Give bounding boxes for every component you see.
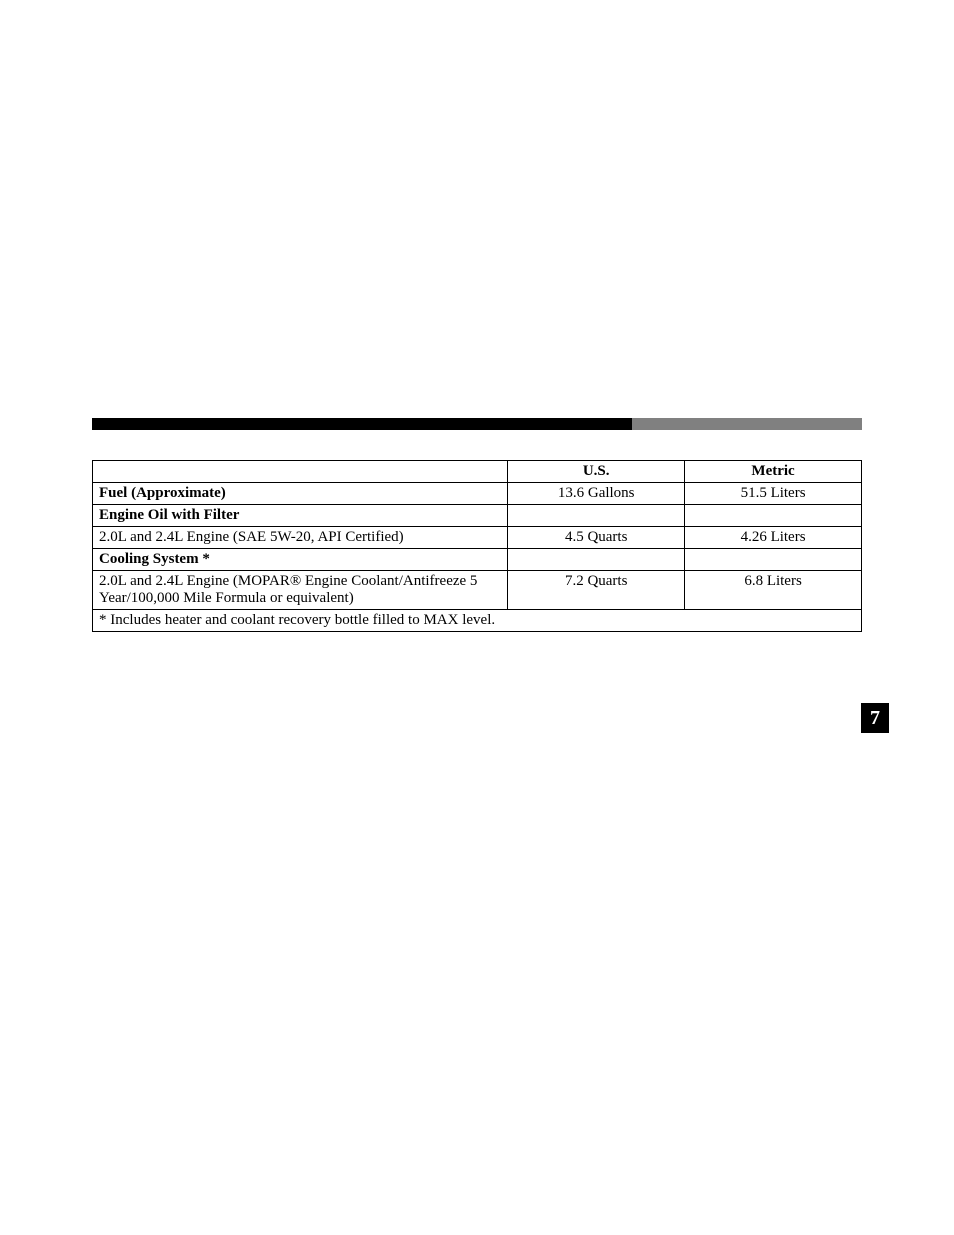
table-cell-item: 2.0L and 2.4L Engine (SAE 5W-20, API Cer…: [93, 527, 508, 549]
table-cell-item: Engine Oil with Filter: [93, 505, 508, 527]
table-cell-us: [508, 549, 685, 571]
header-rule-black: [92, 418, 632, 430]
table-header-item: [93, 461, 508, 483]
table-cell-item: Fuel (Approximate): [93, 483, 508, 505]
table-row: Cooling System *: [93, 549, 862, 571]
table-cell-metric: 4.26 Liters: [685, 527, 862, 549]
table-cell-us: 7.2 Quarts: [508, 571, 685, 610]
table-cell-item: 2.0L and 2.4L Engine (MOPAR® Engine Cool…: [93, 571, 508, 610]
header-rule-gray: [632, 418, 862, 430]
page: U.S. Metric Fuel (Approximate) 13.6 Gall…: [0, 0, 954, 1235]
table-cell-metric: 6.8 Liters: [685, 571, 862, 610]
table-cell-us: 13.6 Gallons: [508, 483, 685, 505]
table-header-row: U.S. Metric: [93, 461, 862, 483]
table-cell-metric: [685, 505, 862, 527]
table-row: 2.0L and 2.4L Engine (MOPAR® Engine Cool…: [93, 571, 862, 610]
fluid-capacities-table: U.S. Metric Fuel (Approximate) 13.6 Gall…: [92, 460, 862, 632]
table-header-us: U.S.: [508, 461, 685, 483]
table-cell-metric: [685, 549, 862, 571]
table-footnote-row: * Includes heater and coolant recovery b…: [93, 610, 862, 632]
table-row: Engine Oil with Filter: [93, 505, 862, 527]
table-cell-us: 4.5 Quarts: [508, 527, 685, 549]
table-cell-us: [508, 505, 685, 527]
section-tab: 7: [861, 703, 889, 733]
table-row: Fuel (Approximate) 13.6 Gallons 51.5 Lit…: [93, 483, 862, 505]
table-row: 2.0L and 2.4L Engine (SAE 5W-20, API Cer…: [93, 527, 862, 549]
table-footnote: * Includes heater and coolant recovery b…: [93, 610, 862, 632]
table-header-metric: Metric: [685, 461, 862, 483]
table-cell-item: Cooling System *: [93, 549, 508, 571]
table-cell-metric: 51.5 Liters: [685, 483, 862, 505]
